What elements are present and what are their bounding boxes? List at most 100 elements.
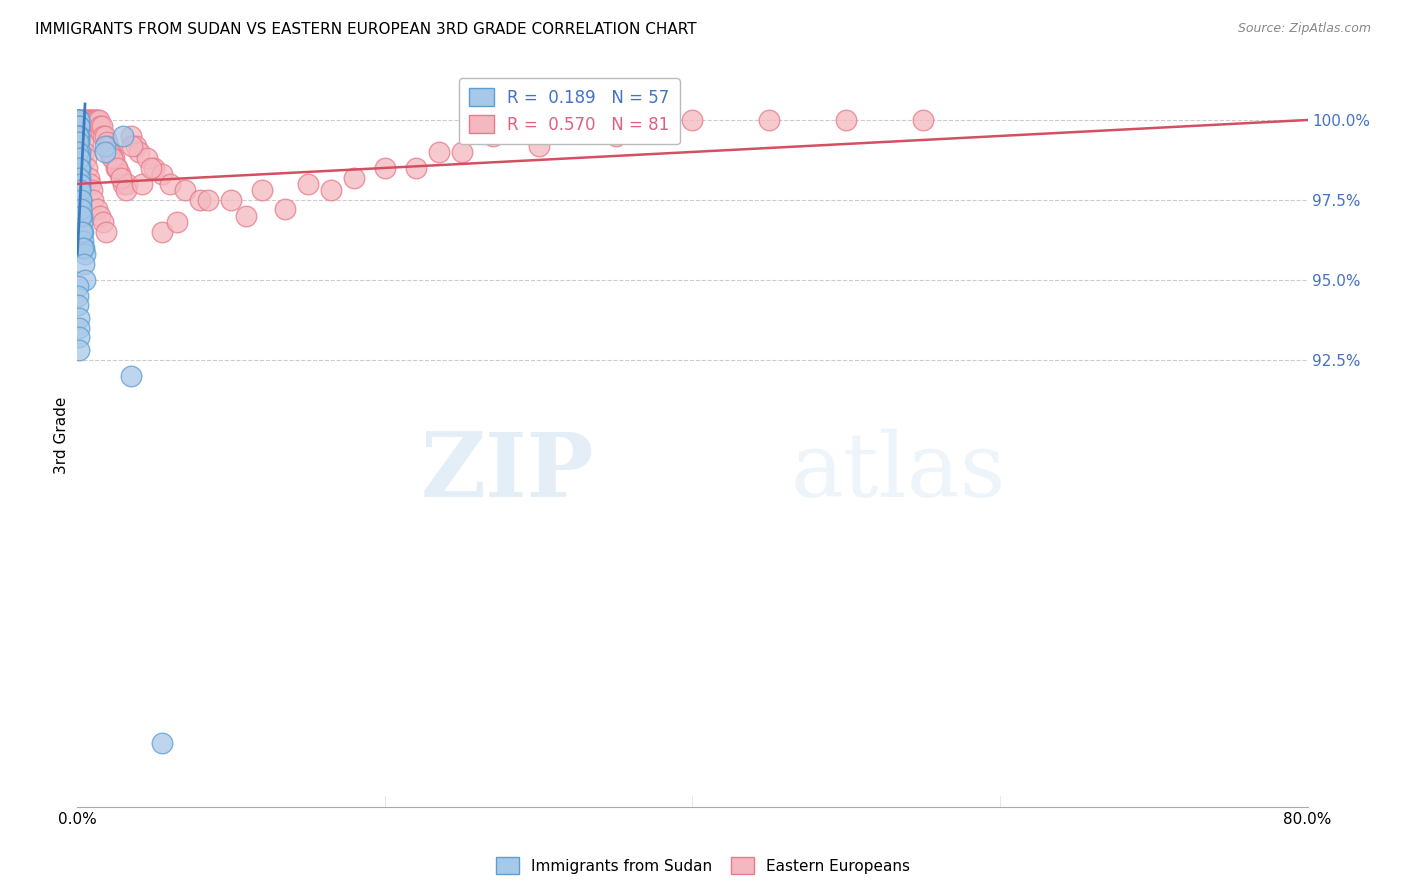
Point [104,161,127,175]
Point [70,113,93,128]
Point [141,161,163,175]
Point [72,235,94,249]
Point [67,120,90,134]
Point [114,183,136,197]
Point [605,128,627,143]
Point [70,225,93,239]
Point [73,247,96,261]
Point [67,289,90,303]
Point [75,152,97,166]
Point [150,167,173,181]
Point [405,161,427,175]
Point [94,145,117,159]
Point [69,177,91,191]
Point [374,161,396,175]
Point [105,161,128,175]
Point [73,113,96,128]
Point [67,170,90,185]
Point [79,113,101,128]
Point [87,113,110,128]
Point [70,128,93,143]
Point [174,183,197,197]
Point [83,113,105,128]
Point [100,145,122,159]
Point [97,145,120,159]
Point [912,113,935,128]
Point [101,152,124,166]
Point [67,152,90,166]
Point [89,209,111,223]
Point [98,145,121,159]
Point [84,113,107,128]
Point [70,202,93,217]
Point [67,330,90,344]
Point [67,113,90,128]
Point [427,145,450,159]
Point [94,225,117,239]
Point [197,193,219,207]
Point [72,113,94,128]
Point [69,177,91,191]
Point [120,368,142,383]
Point [70,209,93,223]
Point [69,193,91,207]
Point [150,736,173,750]
Point [76,161,98,175]
Point [86,202,108,217]
Point [69,113,91,128]
Point [67,145,90,159]
Point [69,120,91,134]
Point [67,128,90,143]
Point [69,183,91,197]
Point [69,152,91,166]
Point [72,136,94,150]
Point [67,311,90,326]
Point [67,113,90,128]
Point [69,161,91,175]
Point [93,128,115,143]
Point [110,170,132,185]
Y-axis label: 3rd Grade: 3rd Grade [53,396,69,474]
Point [343,170,366,185]
Point [67,128,90,143]
Point [69,183,91,197]
Point [103,152,125,166]
Point [527,138,550,153]
Point [758,113,780,128]
Point [120,128,142,143]
Legend: R =  0.189   N = 57, R =  0.570   N = 81: R = 0.189 N = 57, R = 0.570 N = 81 [460,78,679,144]
Point [69,343,91,358]
Point [80,113,103,128]
Point [67,136,90,150]
Point [91,215,114,229]
Point [72,241,94,255]
Point [67,120,90,134]
Text: atlas: atlas [792,428,1007,516]
Point [110,167,132,181]
Point [101,152,124,166]
Point [67,320,90,334]
Point [297,177,319,191]
Point [69,161,91,175]
Point [90,120,114,134]
Point [274,202,297,217]
Point [651,120,673,134]
Point [69,193,91,207]
Point [70,209,93,223]
Point [94,128,117,143]
Point [97,138,120,153]
Point [112,128,135,143]
Point [235,209,257,223]
Point [128,145,150,159]
Legend: Immigrants from Sudan, Eastern Europeans: Immigrants from Sudan, Eastern Europeans [491,851,915,880]
Point [105,161,128,175]
Text: ZIP: ZIP [420,428,595,516]
Point [319,183,342,197]
Point [67,298,90,312]
Point [450,145,472,159]
Text: IMMIGRANTS FROM SUDAN VS EASTERN EUROPEAN 3RD GRADE CORRELATION CHART: IMMIGRANTS FROM SUDAN VS EASTERN EUROPEA… [35,22,697,37]
Point [77,170,100,185]
Point [682,113,704,128]
Point [73,273,96,287]
Point [89,120,111,134]
